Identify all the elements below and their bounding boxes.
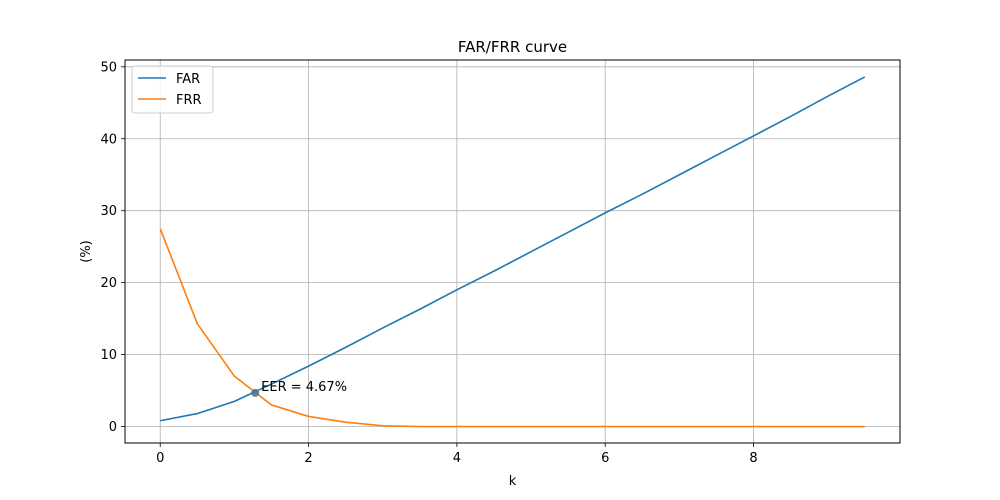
legend-label-frr: FRR xyxy=(176,93,202,108)
eer-annotation: EER = 4.67% xyxy=(261,380,347,395)
y-tick-label: 50 xyxy=(100,60,117,75)
x-tick-label: 0 xyxy=(156,451,164,466)
grid xyxy=(125,60,900,443)
x-tick-label: 6 xyxy=(601,451,609,466)
y-tick-label: 0 xyxy=(109,420,117,435)
series-group xyxy=(159,76,866,428)
chart-title: FAR/FRR curve xyxy=(458,38,567,56)
x-tick-label: 4 xyxy=(453,451,461,466)
eer-marker xyxy=(251,388,260,397)
x-tick-label: 2 xyxy=(304,451,312,466)
plot-frame xyxy=(124,59,901,444)
annotations-group: EER = 4.67% xyxy=(251,380,347,397)
x-tick-label: 8 xyxy=(749,451,757,466)
x-axis-label: k xyxy=(509,474,517,489)
y-tick-label: 10 xyxy=(100,348,117,363)
ticks-group: 0 2 4 6 8 0 10 20 30 40 50 xyxy=(100,60,757,466)
y-axis-label: (%) xyxy=(79,240,94,263)
series-line-frr xyxy=(159,228,865,428)
y-tick-label: 30 xyxy=(100,204,117,219)
legend: FAR FRR xyxy=(131,65,214,114)
y-tick-label: 20 xyxy=(100,276,117,291)
y-tick-label: 40 xyxy=(100,132,117,147)
legend-label-far: FAR xyxy=(176,72,200,87)
series-line-far xyxy=(160,76,866,422)
